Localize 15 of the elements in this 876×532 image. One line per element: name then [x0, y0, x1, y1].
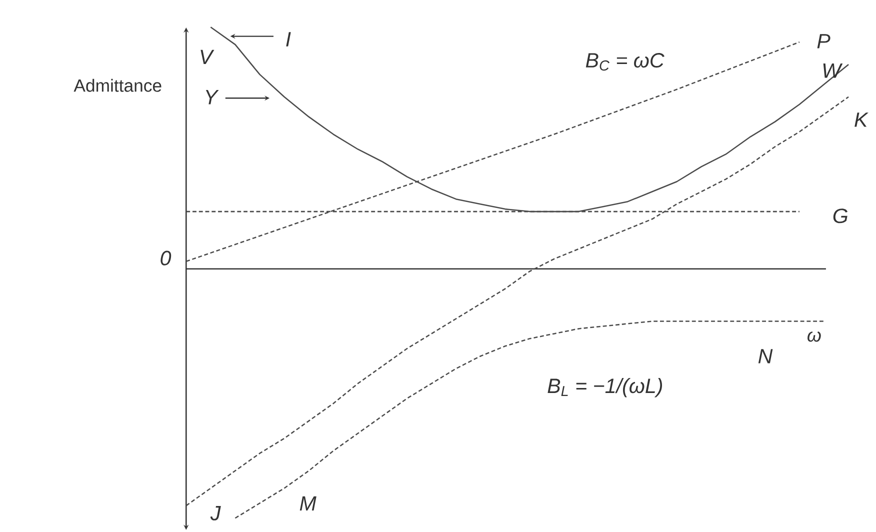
annotation: V	[200, 50, 214, 64]
series-label: N	[758, 349, 773, 364]
x-axis-title: ω	[808, 332, 821, 342]
series-label: G	[833, 208, 848, 224]
annotation: B$_{L}$ = −1/(ωL)	[548, 378, 662, 398]
annotation: J	[210, 506, 221, 520]
series-label: K	[854, 112, 868, 127]
text: 0	[160, 250, 172, 266]
series-label: P	[817, 34, 830, 48]
annotation: B$_{C}$ = ωC	[586, 53, 664, 71]
y-axis-title: Admittance	[74, 78, 162, 92]
annotation: M	[300, 496, 316, 511]
annotation: Y	[206, 90, 219, 104]
series-label: W	[823, 64, 843, 78]
annotation: I	[286, 32, 291, 46]
